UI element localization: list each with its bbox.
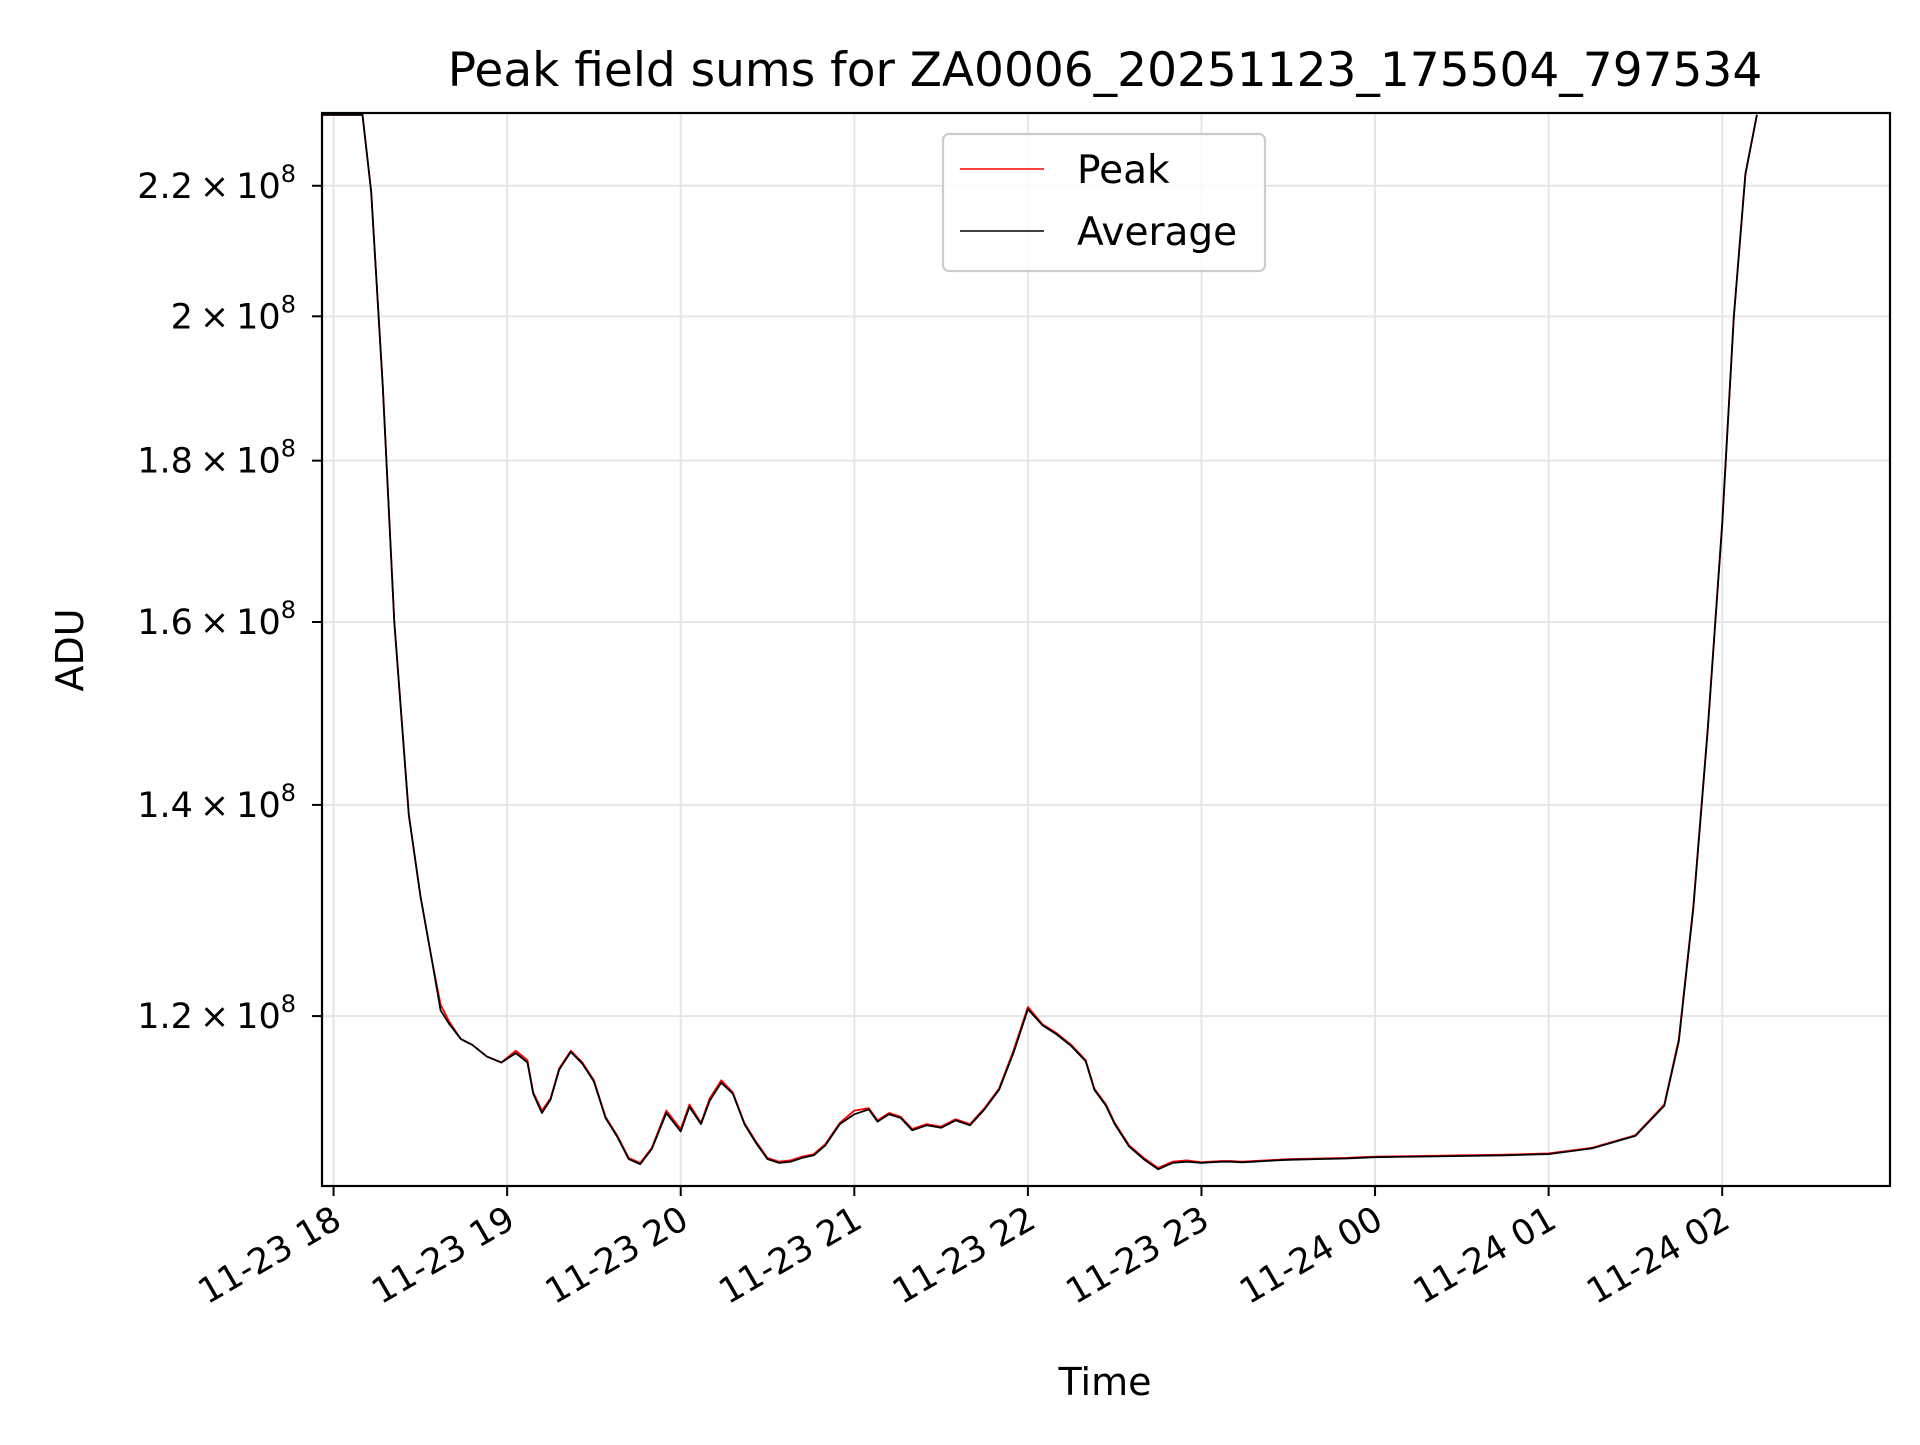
y-axis-label: ADU: [48, 608, 92, 691]
legend-label-peak: Peak: [1077, 148, 1170, 193]
series-line-average: [322, 113, 1758, 1171]
y-axis-ticks: 1.2 × 108 1.4 × 108 1.6 × 108 1.8 × 108 2 × …: [137, 160, 322, 1037]
plot-frame: [320, 111, 1892, 1188]
y-tick-label: 1.6 × 108: [137, 596, 296, 643]
y-tick-label: 2 × 108: [171, 290, 296, 337]
y-tick-label: 2.2 × 108: [137, 160, 296, 207]
y-tick-label: 1.4 × 108: [137, 779, 296, 826]
y-tick-label: 1.8 × 108: [137, 435, 296, 482]
chart-title: Peak field sums for ZA0006_20251123_1755…: [448, 43, 1762, 98]
legend-label-average: Average: [1077, 210, 1237, 255]
y-tick-label: 1.2 × 108: [137, 990, 296, 1037]
plot-area: [322, 113, 1890, 1186]
legend: Peak Average: [941, 132, 1267, 273]
series-layer: [322, 113, 1758, 1171]
x-axis-label: Time: [1058, 1360, 1152, 1404]
